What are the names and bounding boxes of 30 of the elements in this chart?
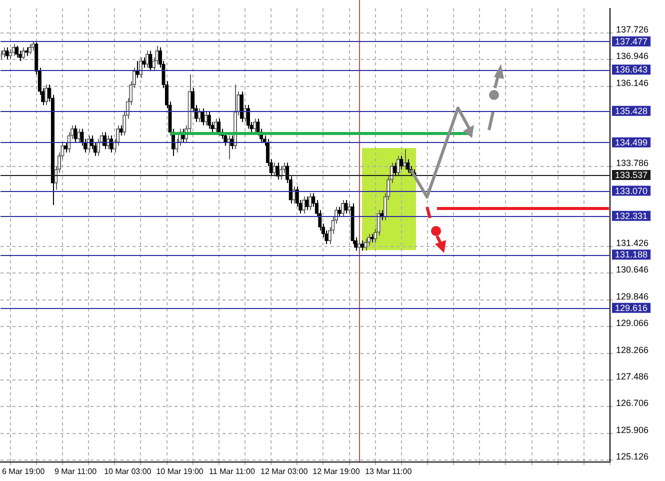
y-tick-label: 127.486 — [616, 372, 649, 382]
y-tick-label: 128.266 — [616, 345, 649, 356]
x-tick-label: 6 Mar 19:00 — [2, 467, 46, 476]
ref-line-label: 133.537 — [615, 170, 648, 180]
y-tick-label: 137.726 — [616, 24, 649, 34]
y-tick-label: 129.846 — [616, 292, 649, 302]
x-tick-label: 10 Mar 19:00 — [156, 467, 204, 476]
y-tick-label: 136.946 — [616, 50, 649, 61]
ref-line-label: 129.616 — [615, 302, 648, 313]
y-tick-label: 131.426 — [616, 238, 649, 248]
x-tick-label: 12 Mar 03:00 — [260, 467, 308, 476]
ref-line-label: 136.643 — [615, 64, 648, 75]
ref-line-label: 137.477 — [615, 36, 648, 46]
ref-line-label: 134.499 — [615, 137, 648, 148]
x-tick-label: 9 Mar 11:00 — [54, 467, 98, 476]
x-tick-label: 11 Mar 11:00 — [208, 467, 256, 476]
y-tick-label: 133.786 — [616, 158, 649, 168]
ref-line-label: 131.188 — [615, 250, 648, 260]
x-tick-label: 13 Mar 11:00 — [365, 467, 412, 476]
y-tick-label: 129.066 — [616, 318, 649, 328]
y-tick-label: 125.126 — [616, 452, 649, 462]
y-tick-label: 126.706 — [616, 398, 649, 408]
ref-line-label: 132.331 — [615, 210, 648, 221]
y-tick-label: 130.646 — [616, 264, 649, 274]
ref-line-label: 133.070 — [615, 186, 648, 196]
x-tick-label: 12 Mar 19:00 — [312, 467, 360, 476]
x-tick-label: 10 Mar 03:00 — [104, 467, 152, 476]
ref-line-label: 135.428 — [615, 106, 648, 116]
y-tick-label: 136.146 — [616, 78, 649, 88]
y-tick-label: 125.906 — [616, 425, 649, 436]
